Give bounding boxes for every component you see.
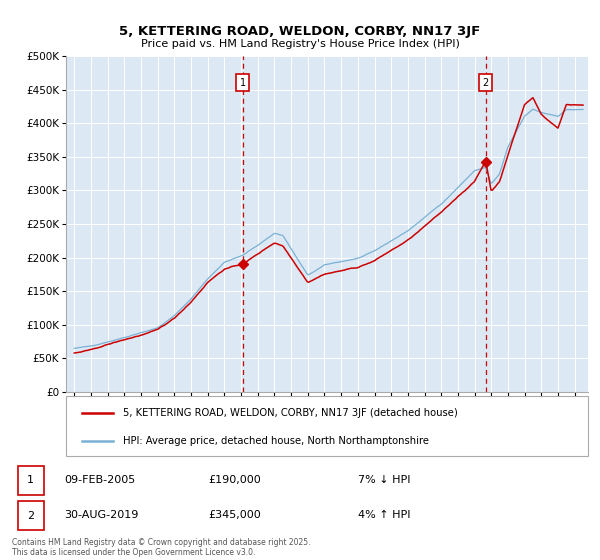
Text: £190,000: £190,000 (208, 475, 260, 485)
FancyBboxPatch shape (18, 501, 44, 530)
Text: 2: 2 (482, 78, 489, 88)
Text: 1: 1 (240, 78, 246, 88)
FancyBboxPatch shape (18, 466, 44, 494)
Text: 5, KETTERING ROAD, WELDON, CORBY, NN17 3JF (detached house): 5, KETTERING ROAD, WELDON, CORBY, NN17 3… (124, 408, 458, 418)
Text: 30-AUG-2019: 30-AUG-2019 (64, 510, 138, 520)
Text: 5, KETTERING ROAD, WELDON, CORBY, NN17 3JF: 5, KETTERING ROAD, WELDON, CORBY, NN17 3… (119, 25, 481, 38)
Text: Price paid vs. HM Land Registry's House Price Index (HPI): Price paid vs. HM Land Registry's House … (140, 39, 460, 49)
Text: HPI: Average price, detached house, North Northamptonshire: HPI: Average price, detached house, Nort… (124, 436, 430, 446)
Text: 2: 2 (27, 511, 34, 521)
FancyBboxPatch shape (66, 396, 588, 456)
Text: 4% ↑ HPI: 4% ↑ HPI (358, 510, 410, 520)
Text: 09-FEB-2005: 09-FEB-2005 (64, 475, 135, 485)
Text: £345,000: £345,000 (208, 510, 260, 520)
Text: 1: 1 (27, 475, 34, 485)
Text: Contains HM Land Registry data © Crown copyright and database right 2025.
This d: Contains HM Land Registry data © Crown c… (12, 538, 311, 557)
Text: 7% ↓ HPI: 7% ↓ HPI (358, 475, 410, 485)
